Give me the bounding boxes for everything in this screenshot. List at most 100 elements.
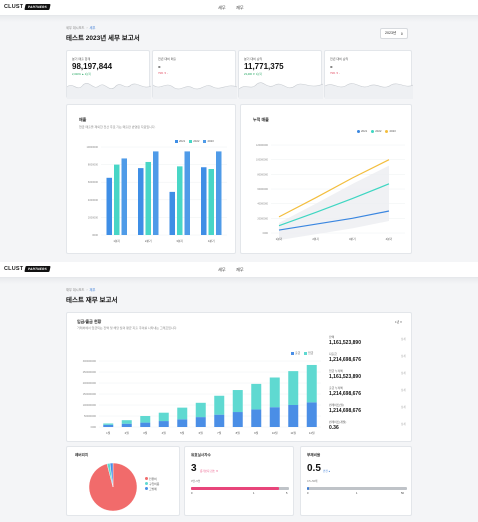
stat-change: 2,324% ▲ 1분기: [72, 73, 92, 76]
bar-in: [288, 371, 299, 405]
y-tick-label: 3000000000: [83, 360, 97, 363]
x-tick-label: 3월: [143, 431, 148, 435]
stat-change: 79% ▼ -: [330, 72, 341, 75]
x-tick-label: 5월: [180, 431, 185, 435]
y-tick-label: 0000: [263, 232, 269, 235]
bar-out: [103, 424, 114, 427]
legend-swatch: [203, 139, 207, 143]
breadcrumb-current[interactable]: 재무: [89, 288, 96, 292]
sparkline: [325, 83, 413, 99]
nav-tax[interactable]: 세무: [218, 5, 226, 10]
sparkline: [239, 82, 323, 99]
legend-label: 2023: [389, 129, 396, 133]
summary-withdraw-total: 출금 누적액 1,214,698,676 상세: [329, 386, 411, 403]
legend-2022[interactable]: 2022: [189, 139, 199, 143]
bar-2022: [145, 161, 151, 235]
stat-value: 11,771,375: [244, 62, 284, 71]
breadcrumb-root[interactable]: 재무 대시보드: [66, 288, 85, 292]
card-description: 거래처에서 입금되는 잔액 및 해당 월의 평균 지출 추이를 나타내는 그래프…: [77, 326, 178, 330]
pie-legend-item[interactable]: 구입비용: [145, 482, 159, 487]
legend-2022[interactable]: 2022: [371, 129, 381, 133]
brand-logo[interactable]: CLUST PARTNERS: [4, 4, 51, 10]
summary-value: 1,214,698,676: [329, 391, 361, 397]
breadcrumb-root[interactable]: 세무 대시보드: [66, 26, 85, 30]
brand-logo[interactable]: CLUST PARTNERS: [4, 266, 51, 272]
summary-burnrate-runway: 번레이트(개월) 0.36 상세: [329, 420, 411, 437]
legend-2021[interactable]: 2021: [175, 139, 185, 143]
period-select[interactable]: 1년 ▾: [395, 320, 402, 324]
line-shadow-band: [279, 165, 389, 241]
y-tick-label: 6000000: [88, 180, 99, 184]
brand-name: CLUST: [4, 4, 24, 10]
summary-label: 번레이트(월): [329, 403, 344, 407]
card-title: 입금/출금 현황: [77, 319, 102, 324]
summary-label: 잔액: [329, 335, 335, 339]
chart-legend: 출금 입금: [291, 351, 313, 355]
brand-badge: PARTNERS: [24, 4, 51, 10]
x-tick-label: 12월: [309, 431, 315, 435]
detail-link[interactable]: 상세: [401, 372, 406, 375]
top-nav-bar: CLUST PARTNERS 세무 재무: [0, 0, 478, 16]
debt-progress-track: [307, 487, 407, 490]
legend-2023[interactable]: 2023: [385, 129, 396, 133]
card-title: 유효실사자수: [191, 453, 211, 457]
page-title: 테스트 2023년 세무 보고서: [66, 35, 140, 42]
year-select[interactable]: 2023년 ⇕: [380, 28, 409, 39]
bar-out: [288, 405, 299, 427]
legend-2023[interactable]: 2023: [203, 139, 214, 143]
y-tick-label: 100000000: [256, 159, 269, 162]
nav-finance[interactable]: 재무: [236, 5, 244, 10]
bar-out: [195, 417, 206, 427]
nav-shadow: [0, 16, 478, 22]
debt-ratio-value: 0.5: [307, 463, 321, 474]
summary-label: 지출금: [329, 352, 337, 356]
legend-swatch: [304, 351, 308, 355]
summary-expense: 지출금 1,214,698,676 상세: [329, 352, 411, 369]
breadcrumb-separator: ›: [86, 288, 88, 292]
breadcrumb: 재무 대시보드 › 재무: [66, 287, 95, 292]
bar-2021: [169, 191, 175, 235]
summary-value: 1,214,698,676: [329, 408, 361, 414]
detail-link[interactable]: 상세: [401, 338, 406, 341]
nav-finance[interactable]: 재무: [236, 267, 244, 272]
legend-swatch: [145, 487, 148, 490]
summary-deposit-total: 입금 누적액 1,161,523,890 상세: [329, 369, 411, 386]
bar-in: [177, 407, 188, 420]
x-tick-label: 9월: [254, 431, 259, 435]
summary-value: 1,161,523,890: [329, 340, 361, 346]
chevron-updown-icon: ⇕: [400, 31, 404, 36]
legend-out[interactable]: 출금: [291, 351, 300, 355]
legend-2021[interactable]: 2021: [357, 129, 367, 133]
summary-label: 번레이트(개월): [329, 420, 347, 424]
bar-2022: [177, 166, 183, 235]
progress-tick: 0: [307, 492, 309, 495]
progress-tick: 5: [286, 492, 288, 495]
bar-2022: [114, 164, 120, 235]
y-tick-label: 80000000: [257, 173, 268, 176]
detail-link[interactable]: 상세: [401, 423, 406, 426]
sales-bar-chart: 10000000 8000000 6000000 4000000 2000000 0000…: [86, 145, 227, 243]
bar-2021: [201, 167, 207, 235]
y-tick-label: 10000000: [86, 145, 98, 149]
pie-legend-item[interactable]: 그밖에: [145, 487, 159, 492]
bar-in: [232, 390, 243, 413]
chart-legend: 2021 2022 2023: [357, 129, 396, 133]
legend-in[interactable]: 입금: [304, 351, 313, 355]
bar-out: [121, 423, 132, 427]
breadcrumb-current[interactable]: 세무: [89, 26, 96, 30]
x-tick-label: 4분기: [208, 239, 215, 243]
nav-tax[interactable]: 세무: [218, 267, 226, 272]
detail-link[interactable]: 상세: [401, 389, 406, 392]
expense-pie-chart: [88, 462, 138, 512]
employee-count: 3: [191, 463, 197, 474]
debt-progress-fill: [307, 487, 309, 490]
x-tick-label: 4분기: [386, 237, 393, 241]
detail-link[interactable]: 상세: [401, 355, 406, 358]
detail-link[interactable]: 상세: [401, 406, 406, 409]
legend-swatch: [145, 477, 148, 480]
pie-legend-item[interactable]: 인원비: [145, 477, 159, 482]
bar-out: [269, 407, 280, 427]
progress-tick: 1: [356, 492, 358, 495]
bar-in: [103, 423, 114, 425]
